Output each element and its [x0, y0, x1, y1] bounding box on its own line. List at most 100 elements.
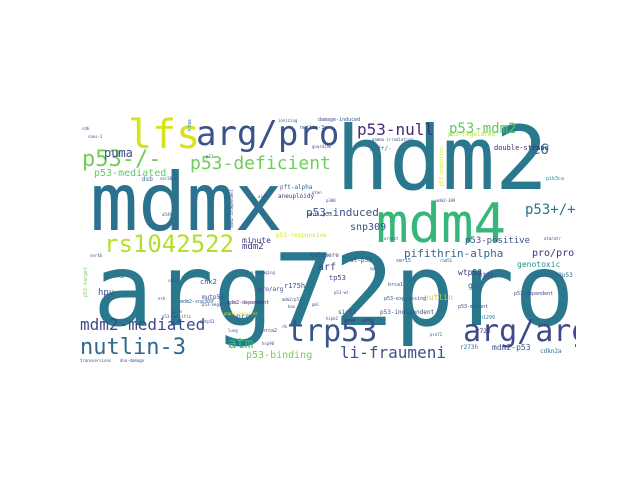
- cloud-word: pten: [312, 190, 322, 195]
- cloud-word: p53-induction: [439, 147, 445, 187]
- cloud-word: nutlin: [424, 293, 453, 302]
- cloud-word: atm: [228, 336, 254, 352]
- cloud-word: aneuploidy: [278, 193, 315, 200]
- cloud-word: h1299: [480, 315, 496, 321]
- cloud-word: rad51: [440, 258, 453, 263]
- cloud-word: p53-/-: [82, 147, 162, 172]
- cloud-word: p53-negative: [202, 302, 231, 307]
- cloud-word: deltat33p53: [533, 272, 573, 279]
- cloud-word: ser15: [396, 258, 412, 264]
- cloud-word: hpv: [98, 288, 115, 298]
- cloud-word: mdm2-independent: [229, 189, 234, 228]
- cloud-word: lfs: [128, 117, 201, 158]
- cloud-word: p53-positive: [465, 236, 531, 246]
- cloud-word: saos-2: [88, 134, 103, 139]
- cloud-word: sirt1: [338, 309, 357, 316]
- cloud-word: hdm2: [336, 117, 548, 210]
- cloud-word: pifithrin-alpha: [404, 247, 504, 260]
- cloud-word: mdm2/p53: [282, 297, 302, 302]
- cloud-word: mdmx: [90, 156, 283, 249]
- cloud-word: p53-target: [83, 267, 89, 298]
- cloud-word: pik3ca: [546, 176, 565, 182]
- cloud-word: rs1042522: [104, 230, 235, 258]
- cloud-word: e6: [532, 142, 549, 158]
- cloud-word: p53-wt: [334, 290, 349, 295]
- cloud-word: mdm2: [242, 242, 264, 252]
- cloud-word: gamma-irradiation: [372, 137, 413, 142]
- cloud-word: r72p: [476, 328, 491, 335]
- cloud-word: r273h: [460, 344, 479, 351]
- cloud-word: atm/atr: [544, 236, 561, 241]
- cloud-word: p53-binding: [246, 350, 313, 361]
- cloud-word: p53-induced: [306, 206, 379, 219]
- cloud-word: p21: [206, 154, 214, 159]
- cloud-word: nutlin-3a: [300, 125, 328, 131]
- cloud-word: hsp90: [262, 341, 275, 346]
- cloud-word: gof: [468, 281, 483, 290]
- cloud-word: pro/pro: [532, 248, 575, 259]
- cloud-word: arf: [318, 262, 337, 273]
- cloud-word: wtp53: [458, 268, 483, 277]
- cloud-word: a549: [162, 212, 172, 217]
- cloud-word: tp53: [329, 274, 346, 282]
- cloud-word: ht29: [479, 272, 494, 279]
- cloud-word: mdm4: [376, 192, 507, 255]
- cloud-word: chk1: [112, 274, 125, 280]
- cloud-word: p53+/-: [370, 145, 392, 152]
- cloud-word: cdk2: [168, 278, 178, 283]
- cloud-word: p53-dependent: [514, 291, 554, 297]
- cloud-word: p53-regulated: [448, 131, 495, 138]
- cloud-word: ser46: [90, 253, 103, 258]
- cloud-word: mdm2-mediated: [80, 315, 206, 334]
- cloud-word: pro/arg: [258, 286, 284, 293]
- cloud-word: telomere: [310, 252, 339, 259]
- cloud-word: mdm2-snp309: [180, 299, 214, 305]
- cloud-word: p53-independent: [380, 309, 435, 316]
- cloud-word: arg72pro: [93, 232, 575, 349]
- cloud-word: pft-alpha: [280, 184, 313, 191]
- cloud-word: kras: [187, 119, 193, 132]
- cloud-word: genotoxic: [517, 260, 561, 269]
- cloud-word: nutlin-3: [80, 335, 186, 360]
- cloud-word: minute: [242, 236, 271, 245]
- cloud-word: ser20: [160, 176, 173, 181]
- cloud-word: papillomavirus: [224, 311, 258, 316]
- cloud-word: puma: [104, 146, 133, 160]
- cloud-word: mutp53: [200, 319, 215, 324]
- cloud-word: pml: [312, 302, 320, 307]
- cloud-word: mdm2-p53: [492, 343, 531, 352]
- cloud-word: trp53: [287, 314, 378, 349]
- cloud-word: bax: [288, 304, 296, 309]
- cloud-word: dna-damaging: [246, 270, 275, 275]
- cloud-word: erk: [158, 296, 166, 301]
- cloud-word: mdm2-309: [436, 198, 456, 203]
- cloud-word: li-fraumeni: [340, 343, 446, 362]
- cloud-word: cdkn2a: [540, 348, 562, 355]
- cloud-word: transversions: [80, 358, 112, 363]
- cloud-word: p53-deficient: [190, 153, 331, 174]
- cloud-word: hipk2: [326, 316, 339, 321]
- cloud-word: brca1: [388, 282, 404, 288]
- cloud-word: p53-expressing: [384, 296, 427, 302]
- cloud-word: mutp53: [202, 294, 224, 301]
- cloud-word: dsb: [142, 176, 153, 183]
- cloud-word: snp309: [350, 222, 387, 233]
- cloud-word: npm: [370, 266, 378, 271]
- cloud-word: p53-mutant: [458, 304, 489, 310]
- cloud-word: lung: [228, 328, 238, 333]
- word-cloud: arg72pro hdm2 mdmx mdm4 arg/pro lfs rs10…: [80, 117, 576, 365]
- cloud-word: cdk: [82, 126, 90, 131]
- cloud-word: dna-damage: [120, 358, 145, 363]
- cloud-word: p53+/+: [525, 202, 576, 218]
- cloud-word: p53-null: [357, 120, 435, 139]
- cloud-word: ionizing: [278, 118, 298, 123]
- cloud-word: p53-specific: [162, 314, 191, 319]
- cloud-word: arg/pro: [196, 117, 340, 154]
- cloud-word: r175h: [284, 282, 306, 290]
- cloud-word: mdm2-dependent: [227, 300, 270, 306]
- cloud-word: anti-p53: [308, 212, 333, 218]
- cloud-word: p53-mediated: [94, 168, 167, 179]
- cloud-word: wt-p53: [350, 257, 372, 264]
- cloud-word: arg/arg: [463, 314, 576, 349]
- cloud-word: xiap: [258, 194, 268, 199]
